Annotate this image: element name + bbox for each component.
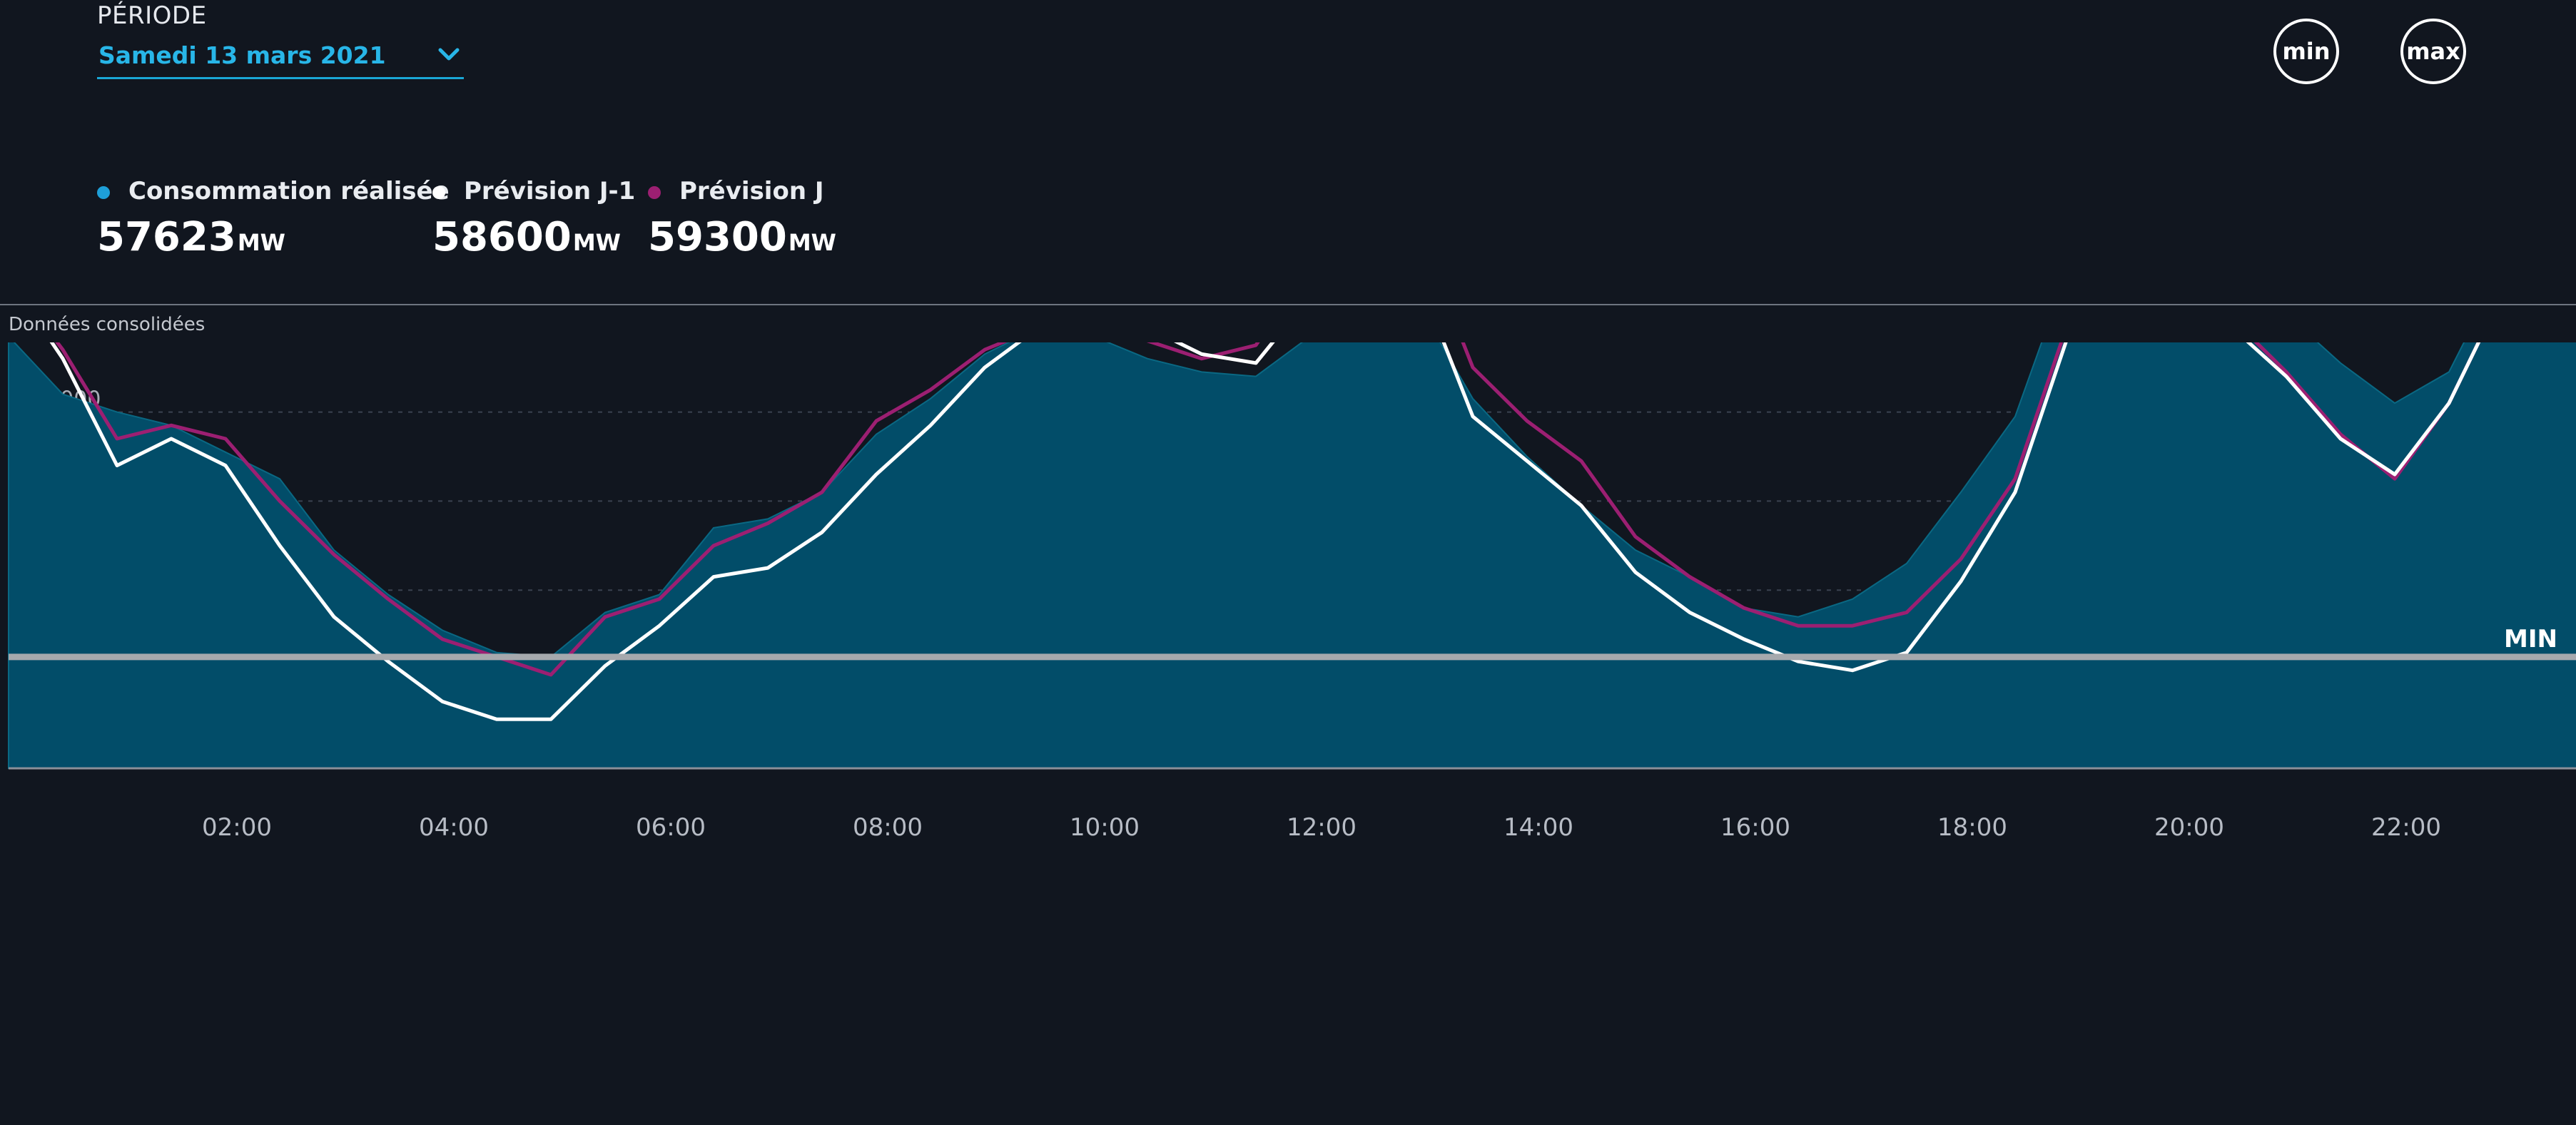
max-button[interactable]: max	[2400, 19, 2466, 84]
x-tick-label: 02:00	[202, 813, 272, 842]
series-area-consommation	[8, 342, 2576, 769]
reference-label-min: MIN	[2504, 625, 2557, 653]
legend-label-prevision-j: Prévision J	[679, 177, 824, 205]
kpi-prevision-j1-unit: MW	[572, 229, 621, 256]
x-tick-label: 16:00	[1720, 813, 1790, 842]
kpi-consommation: 57623MW	[97, 214, 285, 260]
x-tick-label: 10:00	[1070, 813, 1140, 842]
legend-dot-prevision-j1	[432, 186, 445, 199]
periode-value: Samedi 13 mars 2021	[98, 41, 386, 69]
x-tick-label: 12:00	[1287, 813, 1357, 842]
kpi-prevision-j: 59300MW	[648, 214, 836, 260]
legend-label-prevision-j1: Prévision J-1	[464, 177, 636, 205]
x-tick-label: 20:00	[2154, 813, 2224, 842]
kpi-prevision-j-value: 59300	[648, 214, 787, 260]
x-tick-label: 14:00	[1503, 813, 1573, 842]
legend-dot-prevision-j	[648, 186, 661, 199]
consolidated-label: Données consolidées	[9, 314, 206, 335]
x-tick-label: 04:00	[419, 813, 489, 842]
kpi-consommation-unit: MW	[237, 229, 285, 256]
min-button[interactable]: min	[2273, 19, 2339, 84]
periode-dropdown[interactable]: Samedi 13 mars 2021	[97, 40, 464, 79]
kpi-prevision-j1: 58600MW	[432, 214, 621, 260]
legend-label-consommation: Consommation réalisée	[128, 177, 450, 205]
x-tick-label: 18:00	[1937, 813, 2007, 842]
x-tick-label: 06:00	[636, 813, 706, 842]
periode-label: PÉRIODE	[97, 1, 207, 30]
series-line-prevision-j	[55, 342, 2481, 677]
kpi-prevision-j-unit: MW	[788, 229, 836, 256]
x-tick-label: 22:00	[2371, 813, 2441, 842]
consumption-chart[interactable]: 4800050000520005400056000580006000062000…	[0, 342, 2576, 1125]
x-tick-label: 08:00	[853, 813, 923, 842]
chevron-down-icon	[438, 48, 460, 61]
kpi-prevision-j1-value: 58600	[432, 214, 572, 260]
legend-dot-consommation	[97, 186, 110, 199]
series-line-prevision-j1	[49, 342, 2481, 721]
kpi-consommation-value: 57623	[97, 214, 236, 260]
header-divider	[0, 304, 2576, 305]
